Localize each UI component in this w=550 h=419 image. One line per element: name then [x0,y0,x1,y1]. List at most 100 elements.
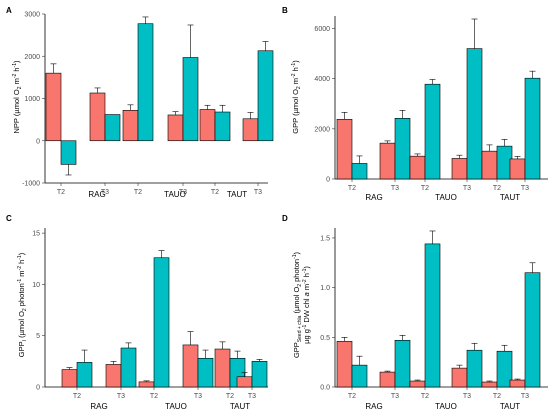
y-tick-label: 0 [326,177,330,184]
y-tick-label: 0 [36,138,40,145]
group-label-taut: TAUT [500,193,520,202]
panel-d-plot: 0.0 0.5 1.0 1.5 T2 T3 T2 T3 T2 T3 [320,228,548,400]
y-tick-label: 6000 [314,26,330,33]
bar [167,114,184,142]
x-tick-label: T3 [521,393,529,400]
x-tick-label: T3 [248,393,256,400]
panel-b-group-labels: RAG TAUO TAUT [365,193,520,202]
bar [379,371,396,388]
bar [61,369,78,388]
y-tick-label: 10 [32,282,40,289]
bar [336,340,353,388]
x-tick-label: T2 [493,185,501,192]
bar [45,72,62,142]
bar [76,362,93,388]
y-tick-label: 15 [32,231,40,238]
bar [509,158,526,180]
y-tick-label: 0.0 [320,385,330,392]
panel-letter-d: D [282,214,288,223]
bar [466,48,483,180]
panel-c-ylabel: GPPI (µmol O2 photon-1 m-2 h-1) [17,252,28,357]
group-label-taut: TAUT [230,402,250,411]
panel-letter-a: A [6,6,12,15]
group-label-rag: RAG [365,193,382,202]
x-tick-label: T3 [463,393,471,400]
x-tick-label: T3 [179,189,187,196]
panel-a-plot: -1000 0 1000 2000 3000 T2 T3 T2 T3 T2 T3 [22,12,274,196]
bar [424,243,441,388]
bar [138,381,155,388]
x-tick-label: T2 [73,393,81,400]
bar [197,357,214,388]
x-tick-label: T3 [391,185,399,192]
panel-d: D GPPSeed + chla (µmol O2 photon-1) µg g… [282,214,548,411]
panel-d-ylabel-line2: µg g-1 DW chl a m-2 h-1) [302,266,311,344]
x-tick-label: T3 [521,185,529,192]
bar [122,110,139,142]
bar [137,23,154,142]
y-tick-label: 3000 [24,12,40,19]
group-label-taut: TAUT [227,190,247,199]
bar [524,77,541,180]
x-tick-label: T2 [348,393,356,400]
bar [182,344,199,388]
bar [394,339,411,388]
x-tick-label: T2 [134,189,142,196]
y-tick-label: 4000 [314,76,330,83]
bar [451,367,468,388]
x-tick-label: T2 [348,185,356,192]
x-tick-label: T2 [493,393,501,400]
y-tick-label: 1.0 [320,285,330,292]
bar [351,364,368,388]
x-tick-label: T3 [254,189,262,196]
panel-c: C GPPI (µmol O2 photon-1 m-2 h-1) 0 5 10 15… [6,214,268,411]
bar [351,163,368,180]
x-tick-label: T3 [194,393,202,400]
x-tick-label: T3 [463,185,471,192]
bar [481,381,498,388]
panel-c-group-labels: RAG TAUO TAUT [90,402,250,411]
bar [104,114,121,142]
y-tick-label: 1.5 [320,235,330,242]
bar [424,83,441,180]
x-tick-label: T2 [150,393,158,400]
panel-a: A NPP (µmol O2 m-2 h-1) -1000 0 1000 2000 30… [6,6,274,199]
group-label-tauo: TAUO [165,402,187,411]
bar [60,140,77,165]
bar [394,118,411,180]
bar [120,347,137,388]
group-label-rag: RAG [90,402,107,411]
panel-b-plot: 0 2000 4000 6000 T2 T3 T2 T3 T2 T3 [314,16,548,192]
bar [153,257,170,388]
bar [199,109,216,142]
x-tick-label: T2 [421,185,429,192]
group-label-rag: RAG [88,190,105,199]
x-tick-label: T2 [226,393,234,400]
bar [214,348,231,388]
panel-a-ylabel: NPP (µmol O2 m-2 h-1) [12,60,23,134]
group-label-tauo: TAUO [164,190,186,199]
panel-letter-c: C [6,214,12,223]
bar [251,361,268,388]
bar [451,158,468,180]
y-tick-label: -1000 [22,181,40,188]
panel-d-ylabel-line1: GPPSeed + chla (µmol O2 photon-1) [292,251,303,358]
bar [236,376,253,388]
x-tick-label: T2 [57,189,65,196]
panel-a-group-labels: RAG TAUO TAUT [88,190,247,199]
x-tick-label: T3 [101,189,109,196]
y-tick-label: 2000 [24,54,40,61]
bar [466,349,483,388]
bar [409,155,426,180]
panel-c-plot: 0 5 10 15 T2 T3 T2 T3 T2 T3 [32,228,268,400]
bar [182,57,199,142]
bar [481,150,498,180]
bar [336,119,353,180]
group-label-taut: TAUT [500,402,520,411]
group-label-tauo: TAUO [435,402,457,411]
bar [257,50,274,142]
x-tick-label: T3 [117,393,125,400]
bar [509,379,526,388]
